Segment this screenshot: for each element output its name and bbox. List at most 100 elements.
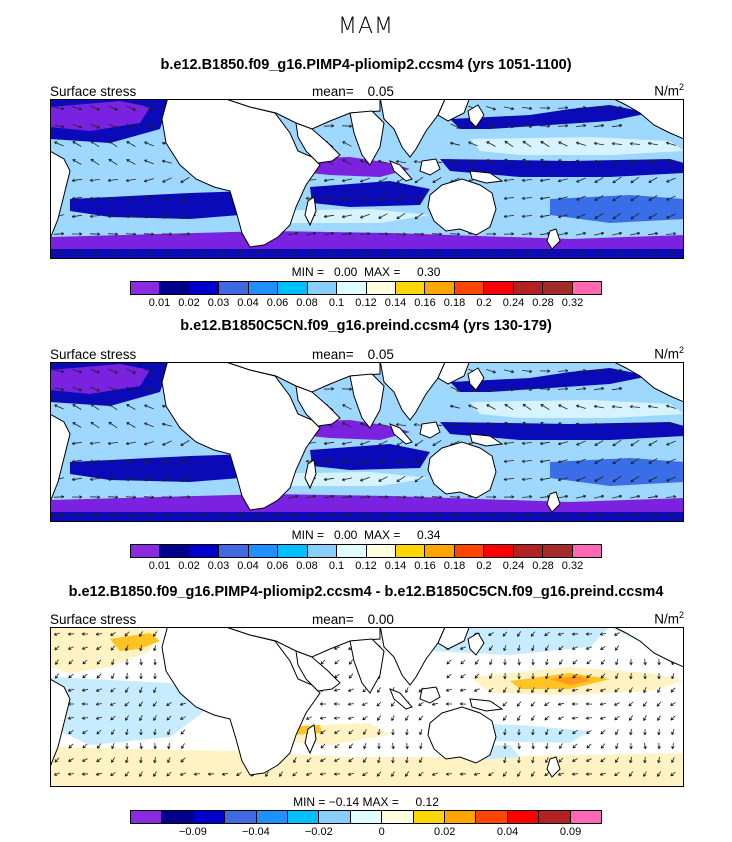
wind-vector-arrow	[125, 658, 129, 666]
landmass-japan	[467, 104, 485, 128]
wind-vector-arrow	[391, 771, 395, 777]
panel-1-max-label: MAX =	[364, 265, 401, 279]
wind-vector-arrow	[539, 441, 550, 446]
wind-vector-arrow	[95, 702, 103, 706]
landmass-nz	[546, 491, 561, 513]
wind-vector-arrow	[530, 701, 536, 707]
wind-vector-arrow	[90, 368, 100, 374]
wind-vector-arrow	[405, 715, 409, 721]
wind-vector-arrow	[197, 513, 209, 517]
wind-vector-arrow	[540, 404, 550, 410]
landmass-europe	[224, 362, 381, 393]
colorbar-swatch	[425, 545, 455, 557]
wind-vector-arrow	[126, 404, 136, 410]
wind-vector-arrow	[180, 195, 190, 201]
wind-vector-arrow	[629, 423, 641, 427]
wind-vector-arrow	[360, 213, 370, 219]
colorbar-tick-label: −0.02	[304, 826, 333, 838]
wind-vector-arrow	[657, 728, 661, 736]
panel-3-colorbar	[130, 810, 602, 824]
wind-vector-arrow	[647, 159, 658, 164]
panel-1-svg	[50, 99, 684, 259]
wind-vector-arrow	[81, 716, 89, 720]
wind-vector-arrow	[599, 702, 607, 706]
wind-vector-arrow	[319, 716, 327, 720]
panel-3-map: Surface stress mean= 0.00 N/m2	[50, 610, 684, 787]
panel-2-mean: mean= 0.05	[312, 347, 394, 362]
panel-3-minmax: MIN = −0.14 MAX = 0.12	[0, 795, 732, 809]
panel-1-units-exp: 2	[678, 82, 684, 92]
landmass-sumatra	[389, 160, 413, 182]
wind-vector-arrow	[648, 512, 659, 517]
wind-vector-arrow	[576, 494, 587, 499]
wind-vector-arrow	[449, 495, 461, 499]
wind-vector-arrow	[615, 742, 619, 750]
wind-vector-arrow	[89, 477, 101, 481]
wind-vector-arrow	[614, 645, 620, 651]
wind-vector-arrow	[665, 404, 676, 409]
wind-vector-arrow	[55, 659, 59, 665]
wind-vector-arrow	[89, 441, 101, 445]
wind-vector-arrow	[377, 159, 388, 164]
wind-vector-arrow	[539, 106, 551, 110]
wind-vector-arrow	[517, 715, 521, 722]
wind-vector-arrow	[378, 440, 388, 446]
panel-3-mean-value: 0.00	[367, 612, 394, 627]
wind-vector-arrow	[71, 459, 82, 464]
wind-vector-arrow	[504, 421, 514, 429]
wind-vector-arrow	[305, 716, 312, 720]
colorbar-swatch	[484, 545, 514, 557]
wind-vector-arrow	[376, 715, 382, 721]
wind-vector-arrow	[516, 701, 522, 707]
wind-vector-arrow	[139, 715, 143, 722]
wind-vector-arrow	[489, 673, 493, 680]
wind-vector-arrow	[629, 659, 633, 666]
wind-vector-arrow	[108, 123, 118, 129]
wind-vector-arrow	[341, 477, 352, 482]
wind-vector-arrow	[612, 494, 623, 499]
wind-vector-arrow	[124, 701, 130, 707]
wind-vector-arrow	[503, 495, 515, 499]
landmass-sumatra	[389, 688, 413, 710]
wind-vector-arrow	[71, 178, 82, 183]
wind-vector-arrow	[68, 673, 74, 679]
wind-vector-arrow	[558, 645, 564, 651]
wind-vector-arrow	[473, 772, 481, 776]
wind-vector-arrow	[68, 729, 74, 735]
wind-vector-arrow	[348, 659, 354, 665]
wind-vector-arrow	[333, 646, 340, 650]
wind-vector-arrow	[599, 632, 606, 636]
wind-vector-arrow	[594, 368, 605, 373]
colorbar-swatch	[131, 282, 161, 294]
wind-vector-arrow	[359, 250, 371, 254]
wind-vector-arrow	[666, 440, 676, 446]
wind-vector-arrow	[377, 495, 389, 499]
panel-2-contour-region-3	[50, 512, 684, 522]
colorbar-swatch	[278, 545, 308, 557]
wind-vector-arrow	[594, 494, 605, 499]
wind-vector-arrow	[468, 159, 478, 165]
wind-vector-arrow	[90, 421, 100, 429]
wind-vector-arrow	[111, 659, 115, 666]
wind-vector-arrow	[359, 495, 371, 499]
wind-vector-arrow	[378, 213, 388, 219]
wind-vector-arrow	[110, 715, 116, 721]
wind-vector-arrow	[431, 772, 438, 776]
landmass-arabia	[295, 122, 341, 164]
wind-vector-arrow	[144, 105, 154, 111]
wind-vector-arrow	[419, 729, 423, 736]
wind-vector-arrow	[575, 422, 586, 427]
wind-vector-arrow	[630, 512, 641, 517]
wind-vector-arrow	[348, 729, 354, 735]
wind-vector-arrow	[71, 196, 82, 201]
wind-vector-arrow	[288, 231, 299, 236]
wind-vector-arrow	[139, 742, 143, 750]
wind-vector-arrow	[95, 716, 103, 720]
panel-1-contour-region-13	[550, 195, 684, 223]
colorbar-swatch	[484, 282, 514, 294]
wind-vector-arrow	[162, 458, 172, 464]
wind-vector-arrow	[575, 105, 587, 110]
wind-vector-arrow	[109, 702, 116, 706]
colorbar-swatch	[278, 282, 308, 294]
panel-2-max-value: 0.34	[417, 528, 441, 542]
